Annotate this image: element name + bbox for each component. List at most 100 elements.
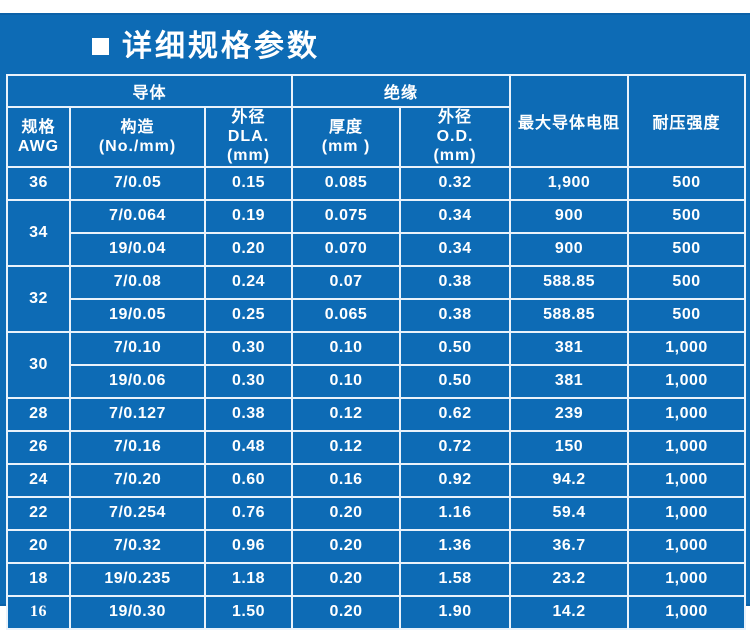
od-dla-cell: 0.20 <box>203 231 294 267</box>
header-withstand-voltage: 耐压强度 <box>627 74 747 168</box>
od-dla-cell: 0.15 <box>203 165 294 201</box>
thickness-cell: 0.10 <box>291 330 402 366</box>
thickness-cell: 0.075 <box>291 198 402 234</box>
od-cell: 1.90 <box>399 594 512 630</box>
header-group-row: 导体 绝缘 最大导体电阻 耐压强度 <box>5 74 747 168</box>
construction-cell: 7/0.064 <box>69 198 206 234</box>
voltage-cell: 500 <box>627 297 747 333</box>
od-cell: 1.36 <box>399 528 512 564</box>
construction-cell: 7/0.254 <box>69 495 206 531</box>
resistance-cell: 59.4 <box>509 495 630 531</box>
awg-cell: 16 <box>6 594 71 630</box>
header-spec-awg: 规格 AWG <box>6 106 71 168</box>
voltage-cell: 500 <box>627 264 747 300</box>
construction-cell: 19/0.04 <box>69 231 206 267</box>
construction-cell: 19/0.05 <box>69 297 206 333</box>
construction-cell: 19/0.06 <box>69 363 206 399</box>
table-row-awg22: 22 7/0.254 0.76 0.20 1.16 59.4 1,000 <box>6 495 747 531</box>
voltage-cell: 500 <box>627 165 747 201</box>
thickness-cell: 0.20 <box>291 594 402 630</box>
thickness-cell: 0.20 <box>291 561 402 597</box>
thickness-cell: 0.07 <box>291 264 402 300</box>
voltage-cell: 500 <box>627 231 747 267</box>
construction-cell: 19/0.30 <box>69 594 206 630</box>
od-cell: 0.38 <box>399 264 512 300</box>
resistance-cell: 588.85 <box>509 264 630 300</box>
voltage-cell: 1,000 <box>627 495 747 531</box>
header-max-resistance: 最大导体电阻 <box>509 74 630 168</box>
od-cell: 0.62 <box>399 396 512 432</box>
resistance-cell: 150 <box>509 429 630 465</box>
resistance-cell: 588.85 <box>509 297 630 333</box>
voltage-cell: 1,000 <box>627 363 747 399</box>
resistance-cell: 900 <box>509 231 630 267</box>
table-row-awg34-1: 34 7/0.064 0.19 0.075 0.34 900 500 <box>6 198 747 267</box>
od-cell: 0.72 <box>399 429 512 465</box>
table-row-awg30-1: 30 7/0.10 0.30 0.10 0.50 381 1,000 <box>6 330 747 399</box>
od-cell: 1.58 <box>399 561 512 597</box>
od-cell: 0.38 <box>399 297 512 333</box>
header-construction: 构造 (No./mm) <box>69 106 206 168</box>
resistance-cell: 36.7 <box>509 528 630 564</box>
awg-cell: 34 <box>6 198 71 267</box>
construction-cell: 19/0.235 <box>69 561 206 597</box>
awg-cell: 18 <box>6 561 71 597</box>
od-cell: 1.16 <box>399 495 512 531</box>
section-header: 详细规格参数 <box>0 15 750 65</box>
voltage-cell: 1,000 <box>627 528 747 564</box>
awg-cell: 28 <box>6 396 71 432</box>
construction-cell: 7/0.05 <box>69 165 206 201</box>
awg-cell: 24 <box>6 462 71 498</box>
table-row-awg16: 16 19/0.30 1.50 0.20 1.90 14.2 1,000 <box>6 594 747 630</box>
table-row-awg28: 28 7/0.127 0.38 0.12 0.62 239 1,000 <box>6 396 747 432</box>
od-dla-cell: 0.25 <box>203 297 294 333</box>
od-cell: 0.32 <box>399 165 512 201</box>
od-cell: 0.50 <box>399 363 512 399</box>
od-dla-cell: 0.38 <box>203 396 294 432</box>
voltage-cell: 1,000 <box>627 594 747 630</box>
od-cell: 0.34 <box>399 198 512 234</box>
od-dla-cell: 0.24 <box>203 264 294 300</box>
header-thickness: 厚度 (mm ) <box>291 106 402 168</box>
thickness-cell: 0.10 <box>291 363 402 399</box>
table-row-awg32-2: 19/0.05 0.25 0.065 0.38 588.85 500 <box>7 297 747 333</box>
page-title: 详细规格参数 <box>122 29 320 63</box>
table-row-awg18: 18 19/0.235 1.18 0.20 1.58 23.2 1,000 <box>6 561 747 597</box>
od-dla-cell: 0.60 <box>203 462 294 498</box>
resistance-cell: 14.2 <box>509 594 630 630</box>
od-cell: 0.50 <box>399 330 512 366</box>
od-dla-cell: 1.50 <box>203 594 294 630</box>
resistance-cell: 94.2 <box>509 462 630 498</box>
resistance-cell: 23.2 <box>509 561 630 597</box>
voltage-cell: 1,000 <box>627 429 747 465</box>
table-row-awg30-2: 19/0.06 0.30 0.10 0.50 381 1,000 <box>7 363 747 399</box>
table-row-awg26: 26 7/0.16 0.48 0.12 0.72 150 1,000 <box>6 429 747 465</box>
voltage-cell: 1,000 <box>627 396 747 432</box>
od-dla-cell: 0.30 <box>203 330 294 366</box>
od-dla-cell: 0.96 <box>203 528 294 564</box>
awg-cell: 30 <box>6 330 71 399</box>
thickness-cell: 0.085 <box>291 165 402 201</box>
voltage-cell: 1,000 <box>627 561 747 597</box>
thickness-cell: 0.065 <box>291 297 402 333</box>
od-dla-cell: 0.48 <box>203 429 294 465</box>
table-row-awg36: 36 7/0.05 0.15 0.085 0.32 1,900 500 <box>6 165 747 201</box>
construction-cell: 7/0.127 <box>69 396 206 432</box>
square-bullet-icon <box>92 38 109 55</box>
header-insulation-group: 绝缘 <box>291 74 512 108</box>
awg-cell: 36 <box>6 165 71 201</box>
voltage-cell: 500 <box>627 198 747 234</box>
voltage-cell: 1,000 <box>627 330 747 366</box>
thickness-cell: 0.16 <box>291 462 402 498</box>
resistance-cell: 1,900 <box>509 165 630 201</box>
resistance-cell: 900 <box>509 198 630 234</box>
od-cell: 0.34 <box>399 231 512 267</box>
awg-cell: 26 <box>6 429 71 465</box>
table-row-awg24: 24 7/0.20 0.60 0.16 0.92 94.2 1,000 <box>6 462 747 498</box>
thickness-cell: 0.12 <box>291 429 402 465</box>
resistance-cell: 381 <box>509 363 630 399</box>
awg-cell: 20 <box>6 528 71 564</box>
header-conductor-group: 导体 <box>5 74 294 108</box>
header-od: 外径 O.D. (mm) <box>399 106 512 168</box>
spec-section: 详细规格参数 导体 绝缘 最大导体电阻 耐压强度 规格 AWG 构造 (No./… <box>0 13 750 630</box>
